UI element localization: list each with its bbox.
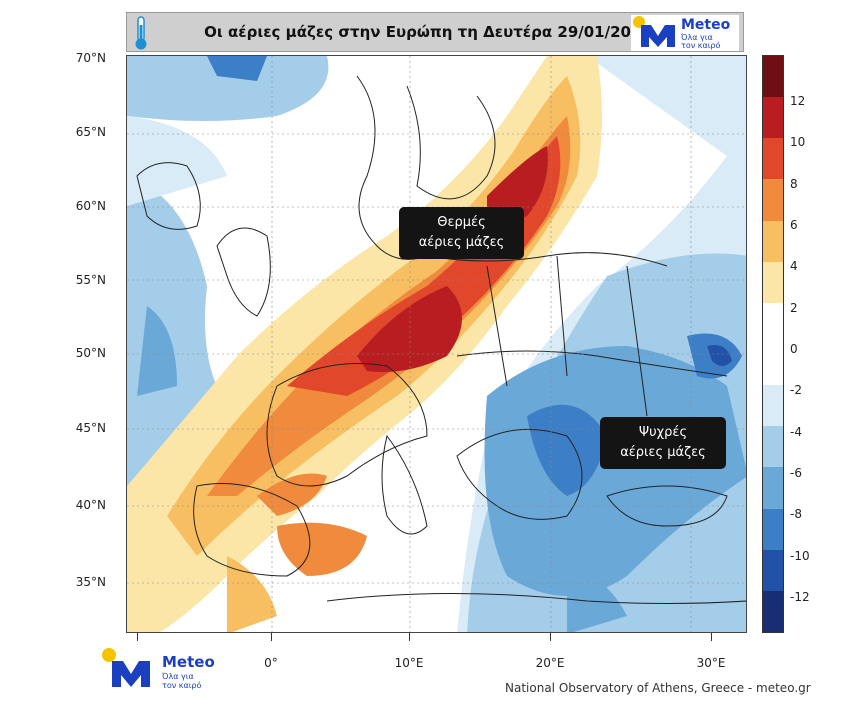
colorbar-segment: [763, 426, 783, 468]
colorbar-label: 0: [790, 342, 798, 356]
colorbar-segment: [763, 179, 783, 222]
lon-label: 30°E: [696, 656, 726, 670]
colorbar-label: 2: [790, 301, 798, 315]
lat-label: 50°N: [75, 346, 106, 360]
colorbar-label: 8: [790, 177, 798, 191]
colorbar-segment: [763, 97, 783, 139]
lon-label: 10°E: [394, 656, 424, 670]
colorbar-segment: [763, 344, 783, 386]
title-banner: Οι αέριες μάζες στην Ευρώπη τη Δευτέρα 2…: [126, 12, 744, 52]
axis-tick: [550, 633, 551, 641]
colorbar-segment: [763, 549, 783, 592]
lat-label: 65°N: [75, 125, 106, 139]
lat-label: 70°N: [75, 51, 106, 65]
axis-tick: [137, 633, 138, 641]
colorbar-segment: [763, 590, 783, 633]
colorbar-label: 12: [790, 94, 806, 108]
lat-label: 35°N: [75, 575, 106, 589]
colorbar-label: 6: [790, 218, 798, 232]
axis-tick: [271, 633, 272, 641]
axis-tick: [711, 633, 712, 641]
colorbar-label: -12: [790, 590, 810, 604]
colorbar-label: -8: [790, 507, 802, 521]
colorbar-segment: [763, 138, 783, 180]
source-credit: National Observatory of Athens, Greece -…: [505, 681, 811, 695]
logo-tagline: Όλα για τον καιρό: [162, 672, 202, 690]
colorbar-segment: [763, 385, 783, 427]
colorbar-label: 4: [790, 259, 798, 273]
lat-label: 45°N: [75, 421, 106, 435]
colorbar: [762, 55, 784, 633]
colorbar-segment: [763, 261, 783, 304]
lat-label: 40°N: [75, 498, 106, 512]
colorbar-segment: [763, 467, 783, 510]
axis-tick: [409, 633, 410, 641]
lon-label: 20°E: [535, 656, 565, 670]
colorbar-segment: [763, 56, 783, 98]
colorbar-label: -2: [790, 383, 802, 397]
logo-name: Meteo: [162, 653, 215, 671]
map-canvas: [127, 56, 746, 632]
lat-label: 55°N: [75, 273, 106, 287]
meteo-logo-bottom: Meteo Όλα για τον καιρό: [100, 647, 215, 691]
temperature-anomaly-map: Θερμές αέριες μάζες Ψυχρές αέριες μάζες: [126, 55, 747, 633]
map-title: Οι αέριες μάζες στην Ευρώπη τη Δευτέρα 2…: [204, 23, 652, 41]
warm-air-callout: Θερμές αέριες μάζες: [399, 207, 524, 259]
colorbar-label: -4: [790, 425, 802, 439]
colorbar-segment: [763, 220, 783, 263]
logo-tagline: Όλα για τον καιρό: [681, 33, 721, 50]
meteo-logo: Meteo Όλα για τον καιρό: [631, 15, 739, 51]
colorbar-label: -10: [790, 549, 810, 563]
colorbar-label: 10: [790, 135, 806, 149]
colorbar-segment: [763, 302, 783, 345]
cold-air-callout: Ψυχρές αέριες μάζες: [600, 417, 726, 469]
lat-label: 60°N: [75, 199, 106, 213]
logo-name: Meteo: [681, 17, 731, 33]
thermometer-icon: [131, 15, 151, 51]
colorbar-segment: [763, 508, 783, 551]
colorbar-label: -6: [790, 466, 802, 480]
lon-label: 0°: [264, 656, 278, 670]
